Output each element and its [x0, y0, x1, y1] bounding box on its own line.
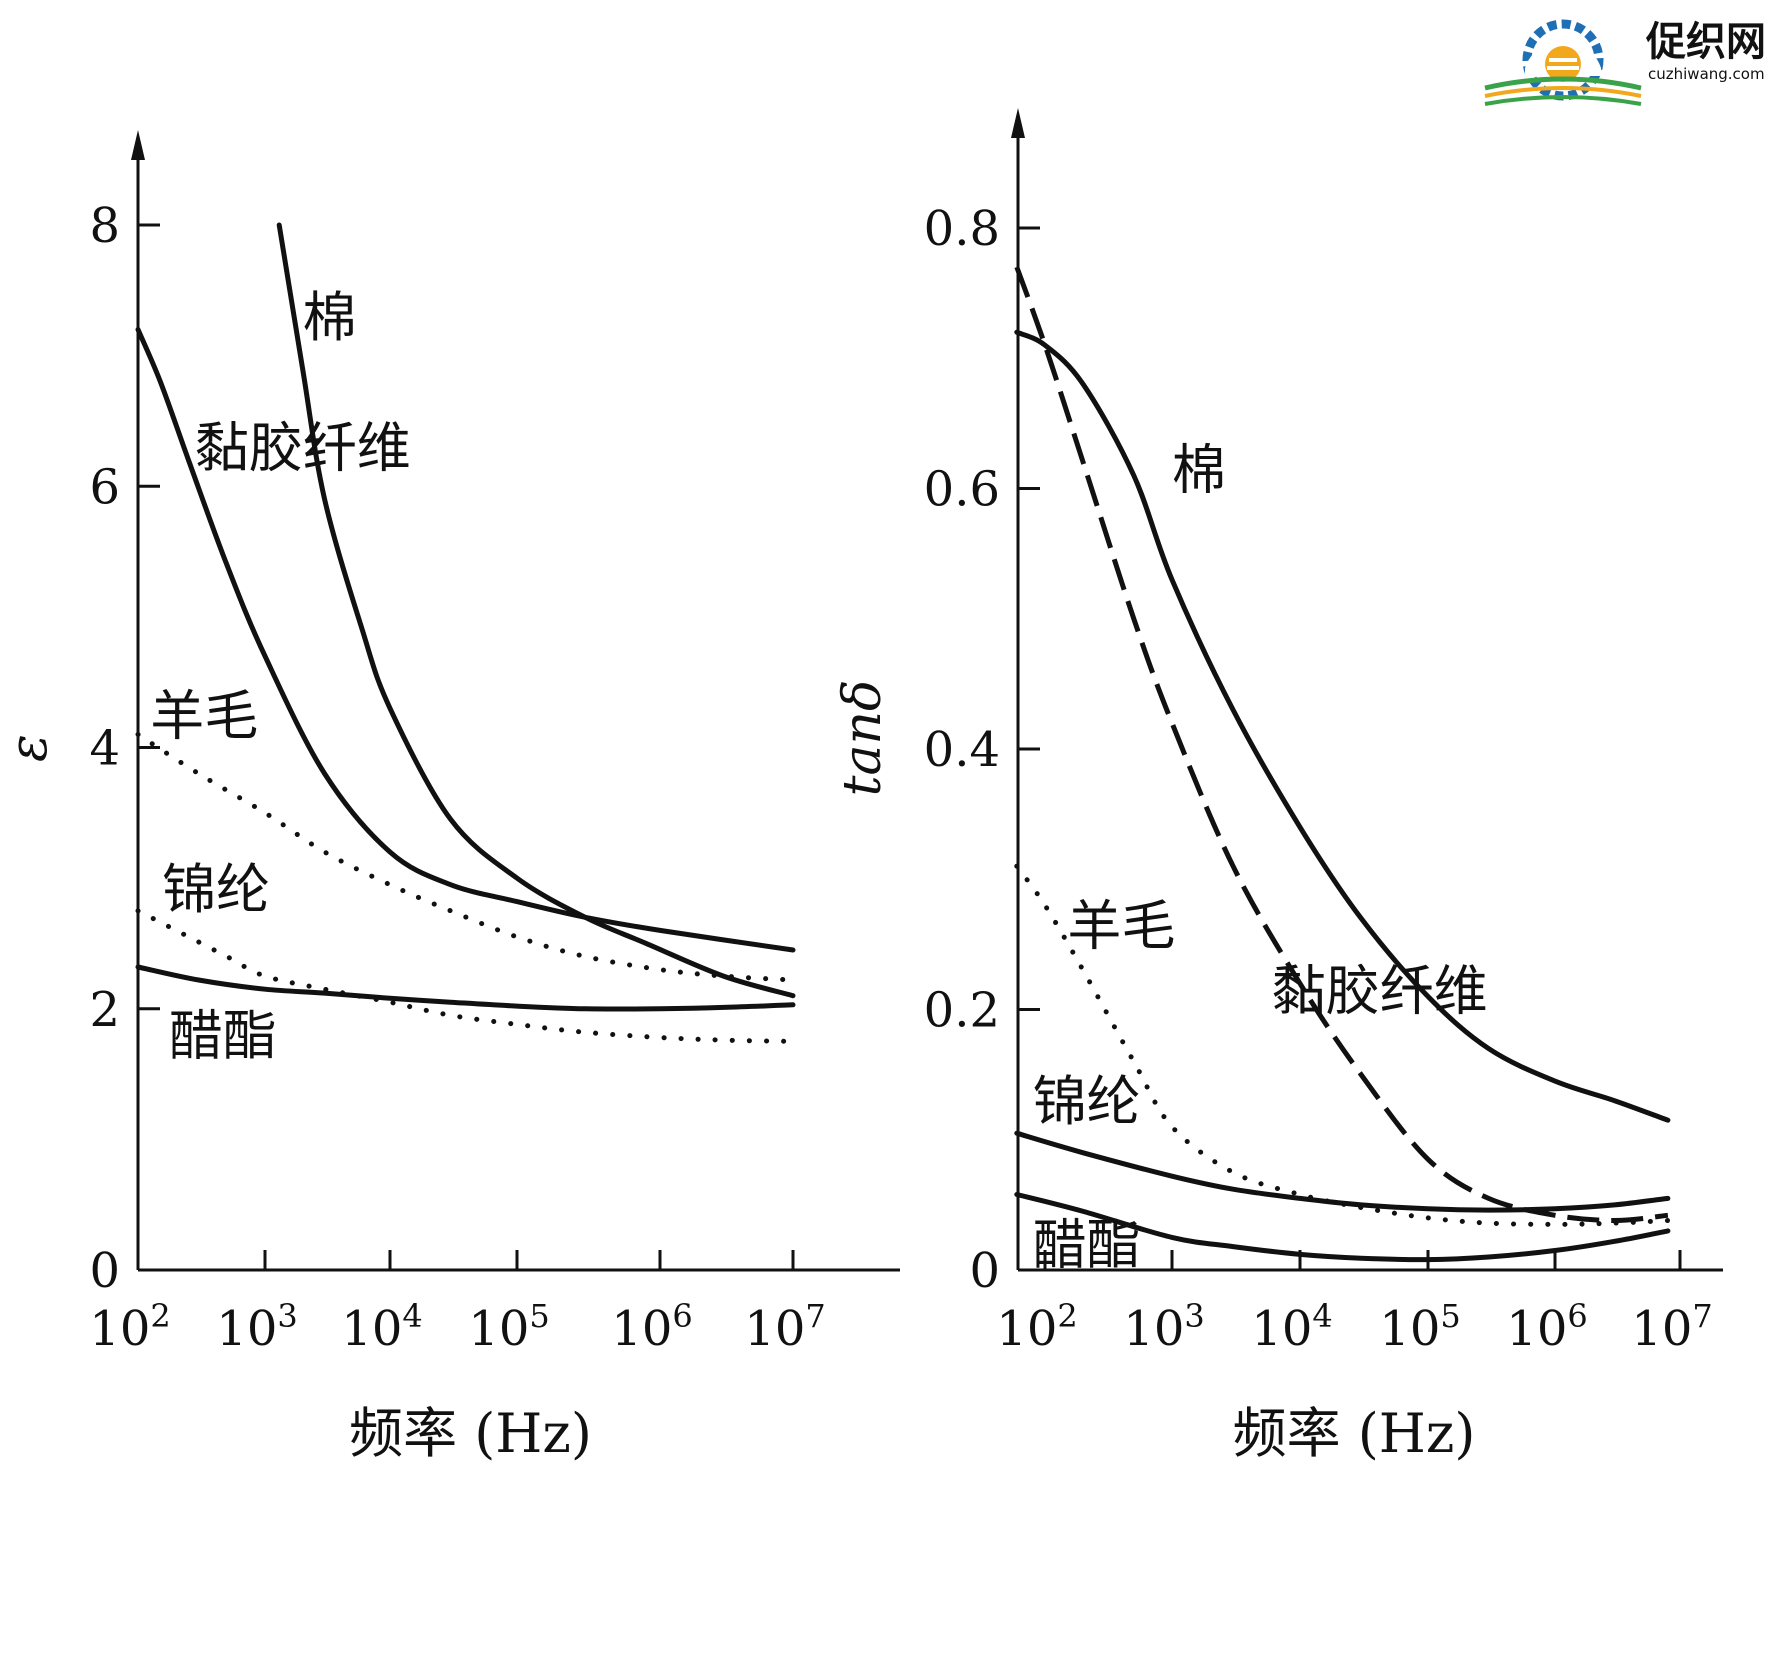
- series-label: 锦纶: [162, 858, 270, 921]
- y-axis-arrow-icon: [1011, 108, 1025, 138]
- y-tick-label: 0.8: [924, 201, 1000, 257]
- y-tick-label: 0: [969, 1243, 1000, 1299]
- series-line-1: [276, 222, 796, 999]
- x-axis-label: 频率 (Hz): [1233, 1402, 1476, 1465]
- x-tick-label: 105: [1379, 1297, 1460, 1357]
- series-label: 羊毛: [150, 684, 258, 747]
- logo-url: cuzhiwang.com: [1648, 65, 1765, 83]
- series-line-5: [1014, 1192, 1671, 1263]
- logo: 促织网 cuzhiwang.com: [1484, 19, 1766, 106]
- x-tick-label: 103: [1123, 1297, 1204, 1357]
- series-label: 羊毛: [1067, 894, 1175, 957]
- series-label: 醋酯: [169, 1004, 277, 1067]
- x-tick-label: 107: [1631, 1297, 1712, 1357]
- series-line-2: [135, 327, 796, 953]
- series-line-3: [135, 731, 796, 983]
- y-tick-label: 8: [89, 198, 120, 254]
- series-line-4: [1014, 1130, 1671, 1213]
- chart-permittivity: 0 2 4 6 8 102 103 104 105 106 107 频率 (Hz) ε 棉黏胶纤维羊毛锦纶…: [0, 130, 900, 1465]
- x-tick-label: 102: [89, 1297, 170, 1357]
- y-axis-arrow-icon: [131, 130, 145, 160]
- y-tick-label: 0.4: [924, 722, 1000, 778]
- x-tick-label: 107: [744, 1297, 825, 1357]
- series-label: 黏胶纤维: [195, 417, 411, 480]
- x-tick-label: 106: [1506, 1297, 1587, 1357]
- y-tick-label: 0: [89, 1243, 120, 1299]
- x-tick-label: 106: [611, 1297, 692, 1357]
- chart-loss-tangent: 0 0.2 0.4 0.6 0.8 102 103 104 105 106 107 频率 (Hz) ta…: [833, 108, 1723, 1465]
- x-tick-label: 104: [341, 1297, 422, 1357]
- series-label: 棉: [1172, 439, 1226, 502]
- series-label: 棉: [303, 286, 357, 349]
- series-label: 锦纶: [1033, 1070, 1141, 1133]
- series-line-5: [135, 964, 796, 1012]
- y-tick-label: 4: [89, 721, 120, 777]
- logo-name: 促织网: [1645, 19, 1766, 65]
- x-axis-label: 频率 (Hz): [349, 1402, 592, 1465]
- x-tick-label: 102: [996, 1297, 1077, 1357]
- series-line-1: [1014, 329, 1671, 1123]
- y-axis-label: tanδ: [833, 680, 893, 797]
- y-tick-label: 6: [89, 459, 120, 515]
- x-tick-label: 105: [468, 1297, 549, 1357]
- y-tick-label: 2: [89, 982, 120, 1038]
- y-tick-label: 0.6: [924, 462, 1000, 518]
- y-axis-label: ε: [0, 734, 59, 762]
- series-label: 醋酯: [1033, 1213, 1141, 1276]
- y-tick-label: 0.2: [924, 983, 1000, 1039]
- x-tick-label: 103: [216, 1297, 297, 1357]
- series-label: 黏胶纤维: [1272, 960, 1488, 1023]
- x-tick-label: 104: [1251, 1297, 1332, 1357]
- logo-gear-icon: [1484, 19, 1642, 106]
